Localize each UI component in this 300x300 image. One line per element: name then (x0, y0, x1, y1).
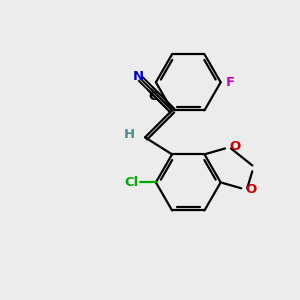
Text: H: H (124, 128, 135, 141)
Text: N: N (132, 70, 143, 83)
Text: F: F (226, 76, 235, 89)
Text: O: O (229, 140, 240, 154)
Text: C: C (148, 90, 158, 103)
Text: Cl: Cl (124, 176, 138, 189)
Text: O: O (245, 183, 256, 196)
